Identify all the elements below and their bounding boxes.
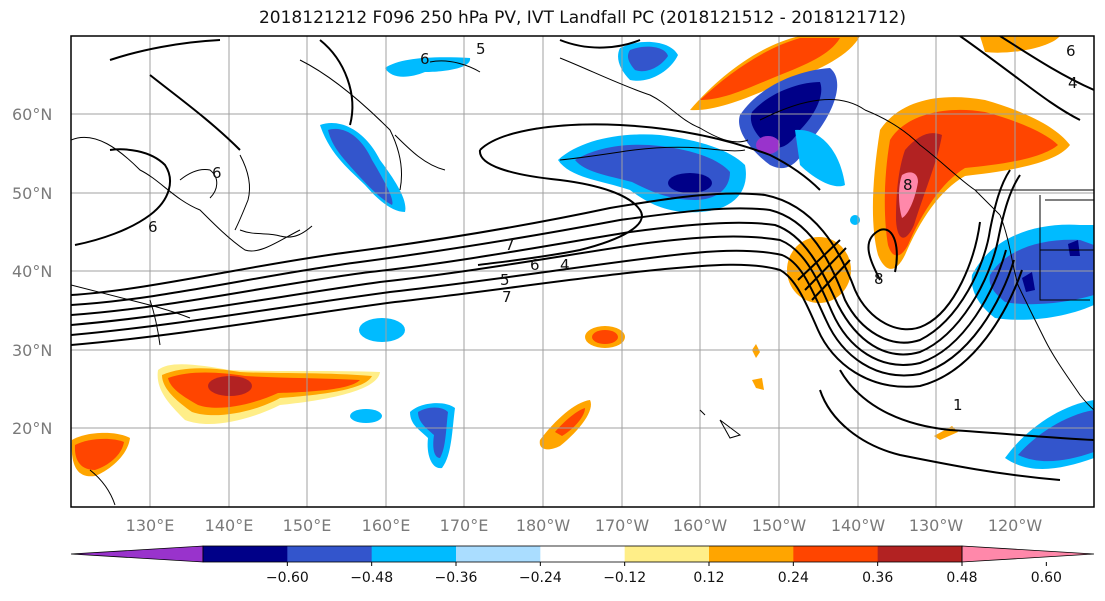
- latitude-axis: 60°N 50°N 40°N 30°N 20°N: [12, 105, 52, 438]
- negative-anomaly: [1068, 240, 1080, 256]
- contour-label: 7: [502, 288, 512, 306]
- positive-anomaly: [208, 376, 252, 396]
- negative-anomaly: [418, 407, 448, 458]
- colorbar-tick-label: 0.24: [778, 570, 809, 586]
- negative-anomaly: [1022, 272, 1035, 292]
- longitude-label: 140°E: [205, 516, 254, 535]
- contour-label: 8: [903, 176, 913, 194]
- colorbar-frame: [202, 545, 963, 563]
- contour-lines: [71, 36, 1094, 481]
- negative-anomaly: [756, 136, 780, 154]
- longitude-label: 160°E: [362, 516, 411, 535]
- longitude-label: 150°E: [283, 516, 332, 535]
- colorbar-tick-label: −0.24: [519, 570, 562, 586]
- colorbar-tick-label: −0.12: [603, 570, 646, 586]
- colorbar-cell: [203, 546, 288, 562]
- colorbar-tick-label: −0.48: [350, 570, 393, 586]
- longitude-label: 140°W: [831, 516, 886, 535]
- negative-anomaly: [795, 129, 845, 187]
- contour-label: 7: [505, 236, 515, 254]
- contour-label: 8: [874, 270, 884, 288]
- longitude-axis: 130°E 140°E 150°E 160°E 170°E 180°W 170°…: [126, 516, 1043, 535]
- contour-label-group: 6 5 7 6 4 5 7 6 6 8 1 8 6 4: [148, 40, 1078, 414]
- colorbar-tick-label: −0.36: [435, 570, 478, 586]
- negative-anomaly: [328, 128, 393, 205]
- colorbar-extend-low: [70, 545, 204, 563]
- contour-label: 4: [560, 256, 570, 274]
- positive-anomaly: [980, 36, 1060, 53]
- latitude-label: 40°N: [12, 262, 52, 281]
- latitude-label: 30°N: [12, 341, 52, 360]
- latitude-label: 20°N: [12, 419, 52, 438]
- latitude-label: 60°N: [12, 105, 52, 124]
- colorbar-tick-label: 0.48: [946, 570, 977, 586]
- colorbar-cell: [456, 546, 541, 562]
- positive-anomaly: [700, 38, 840, 100]
- map-title: 2018121212 F096 250 hPa PV, IVT Landfall…: [258, 8, 906, 28]
- positive-anomaly: [752, 344, 760, 358]
- contour-label: 6: [420, 50, 430, 68]
- longitude-label: 130°W: [909, 516, 964, 535]
- map-border: [70, 35, 1095, 508]
- colorbar-tick-label: 0.60: [1031, 570, 1062, 586]
- positive-anomaly: [555, 408, 585, 436]
- colorbar-cell: [540, 546, 626, 562]
- negative-anomaly: [385, 57, 471, 77]
- longitude-label: 170°W: [595, 516, 650, 535]
- negative-anomaly: [359, 318, 405, 342]
- colorbar-cell: [709, 546, 794, 562]
- contour-label: 6: [212, 164, 222, 182]
- longitude-label: 120°W: [988, 516, 1043, 535]
- colorbar-tick-label: −0.60: [266, 570, 309, 586]
- longitude-label: 160°W: [673, 516, 728, 535]
- positive-anomaly: [752, 378, 764, 390]
- colorbar-cell: [624, 546, 710, 562]
- colorbar-tick-label: 0.36: [862, 570, 893, 586]
- colorbar-cell: [371, 546, 457, 562]
- contour-label: 4: [1068, 74, 1078, 92]
- longitude-label: 170°E: [440, 516, 489, 535]
- colorbar-extend-high: [961, 545, 1095, 563]
- colorbar: −0.60 −0.48 −0.36 −0.24 −0.12 0.12 0.24 0.36 0.4…: [70, 545, 1095, 586]
- colorbar-cell: [793, 546, 879, 562]
- longitude-label: 130°E: [126, 516, 175, 535]
- contour-label: 6: [148, 218, 158, 236]
- latitude-label: 50°N: [12, 184, 52, 203]
- positive-anomaly: [899, 172, 918, 218]
- positive-anomaly: [787, 237, 851, 303]
- longitude-label: 150°W: [752, 516, 807, 535]
- colorbar-cell: [877, 546, 963, 562]
- negative-anomaly: [750, 82, 822, 148]
- contour-label: 5: [500, 271, 510, 289]
- colorbar-tick-label: 0.12: [693, 570, 724, 586]
- negative-anomaly: [627, 46, 668, 72]
- contour-label: 1: [953, 396, 963, 414]
- positive-anomaly: [74, 438, 124, 470]
- contour-label: 5: [476, 40, 486, 58]
- contour-label: 6: [1066, 42, 1076, 60]
- negative-anomaly: [1018, 410, 1094, 462]
- positive-anomaly: [592, 330, 618, 344]
- negative-anomaly: [668, 173, 712, 193]
- colorbar-cell: [287, 546, 373, 562]
- contour-label: 6: [530, 256, 540, 274]
- longitude-label: 180°W: [516, 516, 571, 535]
- negative-anomaly: [350, 409, 382, 423]
